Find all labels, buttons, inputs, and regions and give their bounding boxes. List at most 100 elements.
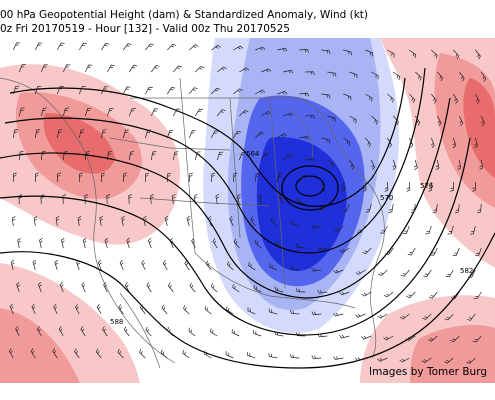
map-title: 00 hPa Geopotential Height (dam) & Stand…	[0, 9, 368, 21]
wind-barb	[305, 71, 316, 76]
wind-barb	[383, 335, 394, 341]
wind-barb	[233, 45, 244, 51]
wind-barb	[129, 64, 138, 73]
wind-barb	[253, 329, 262, 337]
wind-barb	[74, 348, 80, 359]
map-subtitle: 0z Fri 20170519 - Hour [132] - Valid 00z…	[0, 23, 290, 35]
wind-barb	[321, 93, 331, 99]
wind-barb	[295, 243, 306, 249]
wind-barb	[58, 326, 64, 337]
wind-barb	[141, 259, 146, 271]
wind-barb	[106, 64, 115, 73]
wind-barb	[317, 290, 328, 294]
gulf-coastline	[194, 252, 356, 309]
wind-barb	[270, 217, 278, 227]
wind-barb	[122, 129, 129, 139]
wind-barb	[333, 269, 344, 274]
wind-barb	[78, 86, 86, 95]
wind-barb	[430, 137, 435, 149]
wind-barb	[254, 239, 262, 249]
wind-barb	[61, 237, 65, 249]
wind-barb	[15, 326, 20, 337]
wind-barb	[189, 87, 198, 95]
wind-barb	[34, 42, 43, 51]
contour-label-564: 564	[246, 150, 260, 158]
wind-barb	[477, 203, 482, 214]
wind-barb	[451, 291, 460, 300]
wind-barb	[171, 194, 176, 205]
weather-map: 564 570 576 582 588	[0, 38, 495, 383]
anomaly-west-strong	[43, 113, 115, 174]
wind-barb	[9, 303, 14, 315]
wind-barb	[409, 49, 417, 59]
wind-barb	[311, 267, 322, 272]
wind-barb	[126, 237, 131, 249]
wind-barb	[62, 107, 70, 117]
wind-barb	[393, 71, 401, 81]
wind-barb	[102, 326, 108, 337]
wind-barb	[436, 115, 442, 126]
wind-barb	[362, 247, 372, 255]
wind-barb	[474, 137, 479, 149]
wind-barb	[12, 172, 17, 183]
wind-barb	[253, 285, 262, 293]
wind-barb	[233, 88, 243, 95]
wind-barb	[210, 283, 218, 293]
wind-barb	[261, 111, 271, 117]
wind-barb	[231, 329, 240, 337]
wind-barb	[189, 282, 196, 293]
wind-barb	[18, 107, 25, 117]
wind-barb	[387, 93, 394, 103]
wind-barb	[318, 203, 328, 211]
wind-barb	[480, 115, 485, 127]
wind-barb	[299, 92, 310, 97]
wind-barb	[295, 332, 306, 337]
wind-barb	[247, 307, 256, 315]
wind-barb	[365, 203, 372, 213]
wind-barb	[205, 260, 212, 271]
wind-barb	[289, 309, 300, 315]
wind-barb	[82, 237, 87, 249]
wind-barb	[415, 71, 422, 81]
wind-barb	[123, 43, 132, 51]
state-line-2	[109, 137, 231, 151]
wind-barb	[406, 291, 416, 299]
wind-barb	[237, 193, 241, 205]
wind-barb	[317, 246, 328, 251]
wind-barb	[144, 86, 153, 95]
wind-barb	[468, 269, 476, 278]
wind-barb	[443, 357, 454, 364]
lakes-outline	[289, 107, 313, 159]
wind-barb	[378, 269, 388, 276]
wind-barb	[53, 303, 58, 315]
wind-barb	[321, 137, 330, 144]
wind-barb	[472, 181, 476, 192]
wind-barb	[78, 172, 83, 183]
wind-barb	[128, 108, 136, 117]
wind-barb	[343, 137, 351, 146]
wind-barb	[233, 130, 242, 139]
low-center-contour	[281, 165, 339, 211]
wind-barb	[268, 308, 278, 315]
wind-barb	[371, 115, 378, 125]
wind-barb	[167, 43, 177, 51]
wind-barb	[447, 225, 454, 235]
wind-barb	[194, 151, 201, 161]
west-coastline	[0, 77, 176, 364]
wind-barb	[145, 43, 154, 51]
wind-barb	[409, 93, 416, 104]
wind-barb	[268, 352, 278, 359]
wind-barb	[317, 333, 328, 338]
wind-barb	[229, 215, 234, 227]
wind-barb	[104, 237, 109, 249]
wind-barb	[84, 194, 89, 205]
wind-barb	[124, 282, 130, 293]
wind-barb	[421, 357, 432, 364]
wind-barb	[37, 281, 42, 293]
wind-barb	[392, 159, 397, 171]
wind-barb	[166, 172, 172, 183]
wind-barb	[62, 150, 68, 161]
wind-barb	[56, 42, 65, 51]
wind-barb	[405, 335, 416, 342]
wind-barb	[296, 198, 306, 205]
